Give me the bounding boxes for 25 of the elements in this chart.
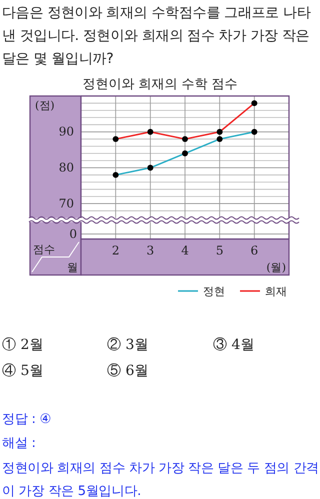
x-axis-title: (월) xyxy=(266,261,286,274)
y-tick-label: 70 xyxy=(58,196,74,210)
y-tick-label: 90 xyxy=(58,124,74,139)
text: 월 xyxy=(67,261,78,274)
x-tick-label: 5 xyxy=(216,244,224,258)
text: 정현이와 희재의 점수 차가 가장 작은 달은 두 점의 간격이 가장 작은 5월입니다. xyxy=(2,460,320,499)
text: ① 2월 xyxy=(2,336,44,354)
text: 0 xyxy=(69,227,77,241)
text: ⑤ 6월 xyxy=(107,362,148,380)
x-tick-label: 6 xyxy=(250,244,258,258)
text: ② 3월 xyxy=(107,336,148,354)
y-tick-label: 80 xyxy=(58,160,74,175)
text: 점수 xyxy=(33,243,55,256)
text: 해설 : xyxy=(2,435,36,452)
x-tick-label: 4 xyxy=(181,244,190,258)
chart-title: 정현이와 희재의 수학 점수 xyxy=(82,77,238,92)
text: ④ 5월 xyxy=(2,362,44,380)
text: 다음은 정현이와 희재의 수학점수를 그래프로 나타낸 것입니다. 정현이와 희재의 점수 차가 가장 작은 달은 몇 월입니까? xyxy=(2,4,312,69)
y-axis-title: (점) xyxy=(35,99,55,112)
x-tick-label: 3 xyxy=(146,244,154,258)
legend-label: 희재 xyxy=(265,285,287,298)
legend-label: 정현 xyxy=(203,285,225,298)
x-tick-label: 2 xyxy=(112,244,120,258)
text: 정답 : ④ xyxy=(2,411,52,428)
text: ③ 4월 xyxy=(213,336,254,354)
